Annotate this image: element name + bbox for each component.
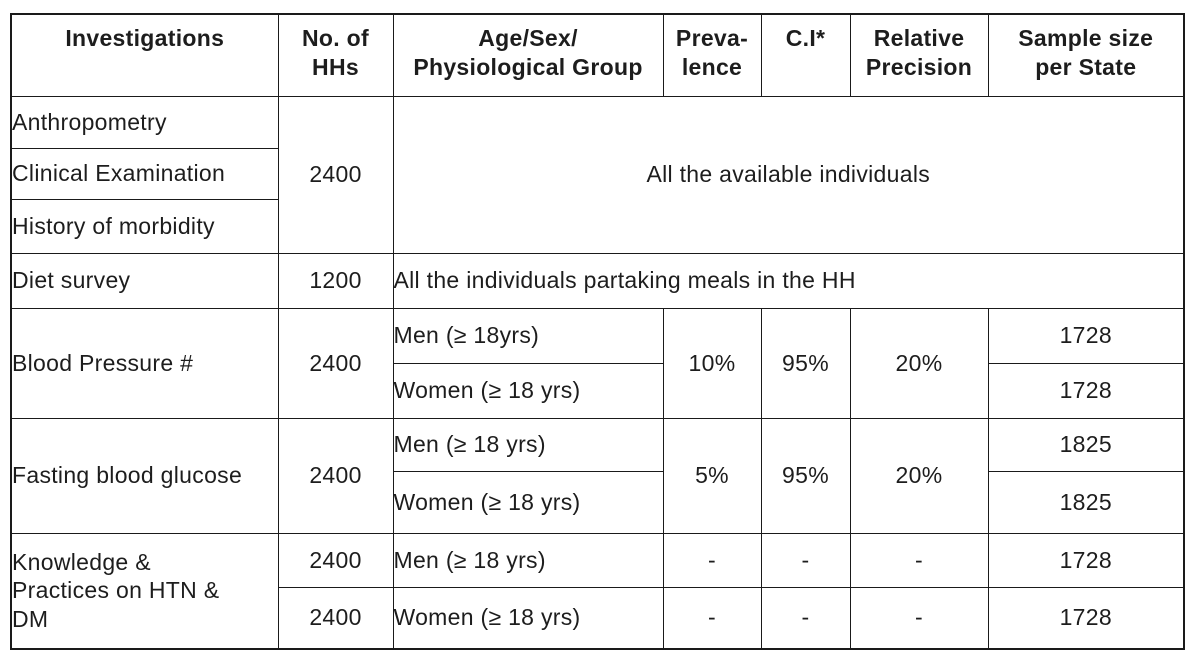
header-no-of-hhs: No. of HHs [277,13,394,97]
row-blood-pressure-men: Blood Pressure # 2400 Men (≥ 18yrs) 10% … [10,307,1185,419]
header-sample-size: Sample size per State [987,13,1185,97]
row-blood-pressure-women: Women (≥ 18 yrs) 1728 [11,362,1185,419]
cell-bp-relative-precision: 20% [849,307,989,419]
cell-kp-sample-men: 1728 [987,532,1185,588]
cell-history-of-morbidity: History of morbidity [10,198,279,254]
cell-kp-hhs-men: 2400 [277,532,394,588]
cell-bp-ci: 95% [760,307,851,419]
cell-kp-hhs-women: 2400 [277,586,394,650]
cell-kp-women: Women (≥ 18 yrs) [392,586,664,650]
cell-fbg-sample-women: 1825 [987,470,1185,534]
cell-bp-prevalence: 10% [662,307,762,419]
row-fasting-glucose-women: Women (≥ 18 yrs) 1825 [11,470,1185,534]
row-anthropometry: Anthropometry 2400 All the available ind… [10,95,1185,254]
cell-blood-pressure: Blood Pressure # [10,307,279,419]
cell-kp-ci-women: - [760,586,851,650]
cell-bp-hhs: 2400 [277,307,394,419]
cell-group1-population: All the available individuals [392,95,1185,254]
cell-anthropometry: Anthropometry [10,95,279,149]
cell-bp-men: Men (≥ 18yrs) [392,307,664,364]
header-prevalence: Preva- lence [662,13,762,97]
header-age-sex-group: Age/Sex/ Physiological Group [392,13,664,97]
cell-kp-ci-men: - [760,532,851,588]
cell-fbg-men: Men (≥ 18 yrs) [392,417,664,472]
header-row: Investigations No. of HHs Age/Sex/ Physi… [10,13,1185,97]
row-knowledge-practices-men: Knowledge & Practices on HTN & DM 2400 M… [10,532,1185,650]
cell-diet-survey: Diet survey [10,252,279,309]
row-fasting-glucose-men: Fasting blood glucose 2400 Men (≥ 18 yrs… [10,417,1185,534]
header-investigations: Investigations [10,13,279,97]
sampling-design-table: Investigations No. of HHs Age/Sex/ Physi… [10,13,1185,650]
cell-fbg-sample-men: 1825 [987,417,1185,472]
cell-kp-prevalence-women: - [662,586,762,650]
cell-group1-hhs: 2400 [277,95,394,254]
cell-bp-women: Women (≥ 18 yrs) [392,362,664,419]
cell-kp-sample-women: 1728 [987,586,1185,650]
cell-diet-population: All the individuals partaking meals in t… [392,252,1185,309]
cell-kp-prevalence-men: - [662,532,762,588]
cell-kp-relative-precision-men: - [849,532,989,588]
cell-fasting-glucose: Fasting blood glucose [10,417,279,534]
cell-fbg-prevalence: 5% [662,417,762,534]
cell-clinical-examination: Clinical Examination [10,147,279,200]
cell-bp-sample-men: 1728 [987,307,1185,364]
cell-diet-hhs: 1200 [277,252,394,309]
cell-kp-men: Men (≥ 18 yrs) [392,532,664,588]
cell-fbg-women: Women (≥ 18 yrs) [392,470,664,534]
header-ci: C.I* [760,13,851,97]
cell-knowledge-practices: Knowledge & Practices on HTN & DM [10,532,279,650]
cell-fbg-ci: 95% [760,417,851,534]
cell-fbg-hhs: 2400 [277,417,394,534]
row-diet-survey: Diet survey 1200 All the individuals par… [10,252,1185,309]
cell-bp-sample-women: 1728 [987,362,1185,419]
row-knowledge-practices-women: 2400 Women (≥ 18 yrs) - - - 1728 [11,586,1185,650]
row-clinical-examination: Clinical Examination [10,147,1184,200]
cell-kp-relative-precision-women: - [849,586,989,650]
header-relative-precision: Relative Precision [849,13,989,97]
cell-fbg-relative-precision: 20% [849,417,989,534]
